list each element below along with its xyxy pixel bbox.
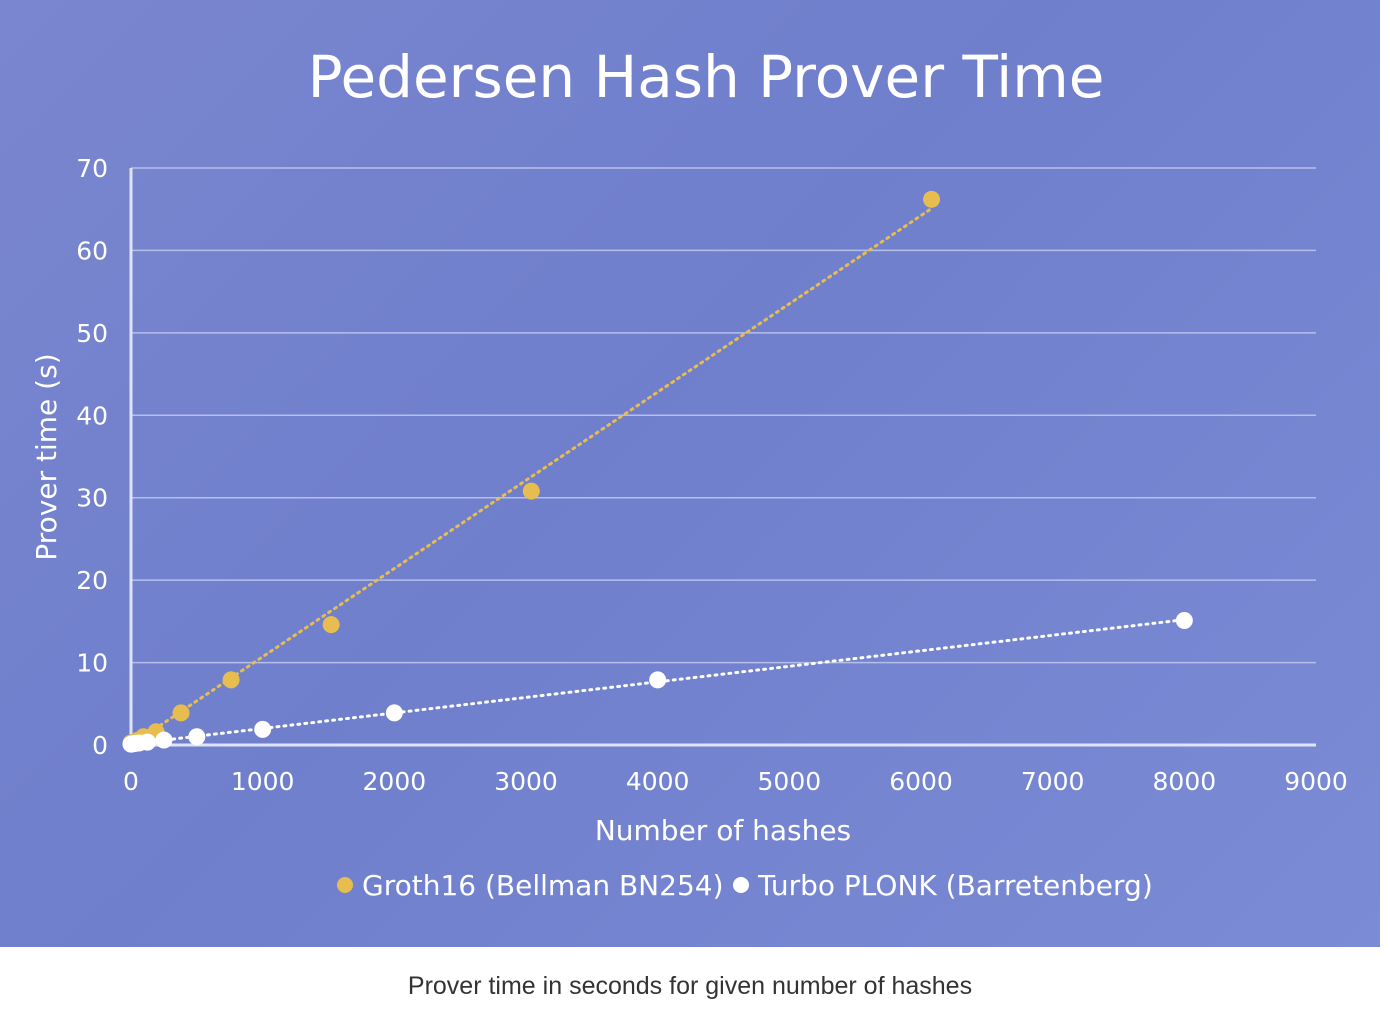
x-tick-label: 2000 <box>363 767 427 796</box>
data-point-series-1 <box>649 671 667 689</box>
y-axis-label: Prover time (s) <box>30 353 63 560</box>
figure-caption: Prover time in seconds for given number … <box>407 972 973 1000</box>
data-point-series-0 <box>172 704 190 722</box>
legend: Groth16 (Bellman BN254) Turbo PLONK (Bar… <box>337 869 1153 902</box>
y-tick-label: 40 <box>76 401 108 430</box>
y-tick-label: 10 <box>76 649 108 678</box>
x-tick-label: 3000 <box>494 767 558 796</box>
y-tick-label: 20 <box>76 566 108 595</box>
x-tick-label: 6000 <box>889 767 953 796</box>
grid-layer <box>129 167 1316 747</box>
y-tick-label: 0 <box>92 731 108 760</box>
x-tick-label: 9000 <box>1284 767 1348 796</box>
y-tick-label: 50 <box>76 319 108 348</box>
tick-layer: 0 10 20 30 40 50 60 70 0 1000 2000 3000 4000 5000 6000… <box>76 154 1348 796</box>
y-tick-label: 70 <box>76 154 108 183</box>
chart-panel: Pedersen Hash Prover Time 0 10 20 30 40 50 60 7… <box>0 0 1380 947</box>
trendline-series-1 <box>129 618 1186 746</box>
data-point-series-1 <box>385 704 403 722</box>
x-axis-label: Number of hashes <box>595 814 851 847</box>
data-point-series-1 <box>138 733 156 751</box>
legend-label-groth16: Groth16 (Bellman BN254) <box>362 869 724 902</box>
x-tick-label: 0 <box>123 767 139 796</box>
y-tick-label: 60 <box>76 236 108 265</box>
data-point-series-0 <box>522 482 540 500</box>
data-point-series-1 <box>1175 612 1193 630</box>
y-tick-label: 30 <box>76 484 108 513</box>
x-tick-label: 8000 <box>1153 767 1217 796</box>
data-point-series-0 <box>222 671 240 689</box>
legend-label-plonk: Turbo PLONK (Barretenberg) <box>757 869 1153 902</box>
legend-marker-groth16 <box>337 877 353 893</box>
legend-marker-plonk <box>733 877 749 893</box>
x-tick-label: 4000 <box>626 767 690 796</box>
x-tick-label: 7000 <box>1021 767 1085 796</box>
data-point-series-0 <box>322 616 340 634</box>
data-point-series-1 <box>188 728 206 746</box>
data-point-series-1 <box>254 720 272 738</box>
data-point-series-0 <box>923 190 941 208</box>
trendline-layer <box>129 207 1186 747</box>
chart-title: Pedersen Hash Prover Time <box>308 43 1105 111</box>
x-tick-label: 5000 <box>758 767 822 796</box>
data-point-series-1 <box>155 731 173 749</box>
trendline-series-0 <box>129 207 934 747</box>
chart-svg: Pedersen Hash Prover Time 0 10 20 30 40 50 60 7… <box>30 43 1348 902</box>
point-layer <box>122 190 1193 753</box>
x-tick-label: 1000 <box>231 767 295 796</box>
